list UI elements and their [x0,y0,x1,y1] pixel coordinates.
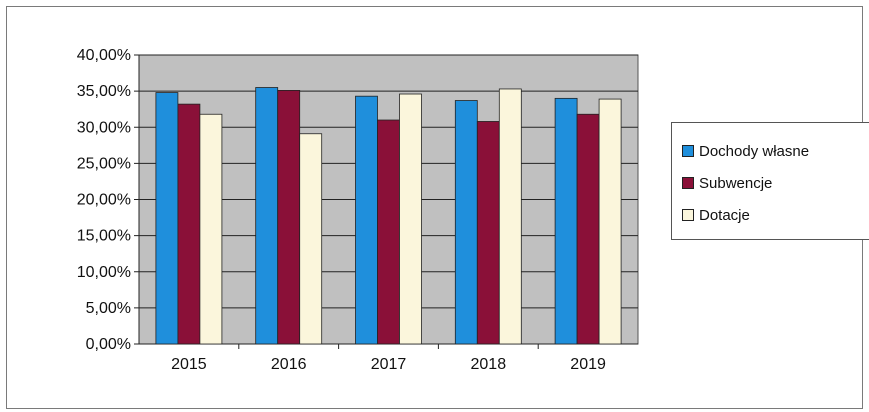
legend-swatch-dochody [682,145,694,157]
x-tick-label-2016: 2016 [271,356,307,373]
bar-chart: 0,00% 5,00% 10,00% 15,00% 20,00% 25,00% 30,00%… [77,47,639,373]
legend-label-dochody: Dochody własne [699,142,810,160]
bar-2017-dotacje [399,93,422,345]
x-tick-label-2017: 2017 [371,356,407,373]
bar-2018-dochody [454,100,478,345]
legend-item-dochody: Dochody własne [682,135,869,167]
bar-2019-subwencje [576,113,600,345]
y-tick-label-6: 30,00% [77,119,131,136]
y-tick-label-1: 5,00% [86,300,131,317]
legend-label-dotacje: Dotacje [699,206,750,224]
bar-2017-subwencje [377,119,400,345]
legend-item-dotacje: Dotacje [682,199,869,231]
bar-2016-dotacje [299,133,323,345]
legend: Dochody własne Subwencje Dotacje [671,122,869,240]
bar-2016-dochody [255,87,279,345]
legend-label-subwencje: Subwencje [699,174,773,192]
bar-2015-dotacje [199,113,223,345]
bar-2016-subwencje [277,90,301,345]
bar-2019-dotacje [598,98,622,345]
y-tick-label-8: 40,00% [77,47,131,64]
chart-frame: 0,00% 5,00% 10,00% 15,00% 20,00% 25,00% 30,00%… [6,6,869,409]
x-tick-label-2018: 2018 [471,356,507,373]
bar-2019-dochody [554,97,578,345]
legend-swatch-subwencje [682,177,694,189]
bar-2018-dotacje [498,88,522,345]
x-tick-label-2019: 2019 [570,356,606,373]
bar-2015-subwencje [177,103,201,345]
bar-2018-subwencje [476,121,500,345]
legend-item-subwencje: Subwencje [682,167,869,199]
y-tick-label-4: 20,00% [77,192,131,209]
x-tick-label-2015: 2015 [171,356,207,373]
y-tick-label-5: 25,00% [77,155,131,172]
bar-2015-dochody [155,92,179,345]
y-tick-label-3: 15,00% [77,228,131,245]
bar-2017-dochody [355,95,378,345]
y-tick-label-7: 35,00% [77,83,131,100]
y-tick-label-0: 0,00% [86,336,131,353]
legend-swatch-dotacje [682,209,694,221]
y-tick-label-2: 10,00% [77,264,131,281]
